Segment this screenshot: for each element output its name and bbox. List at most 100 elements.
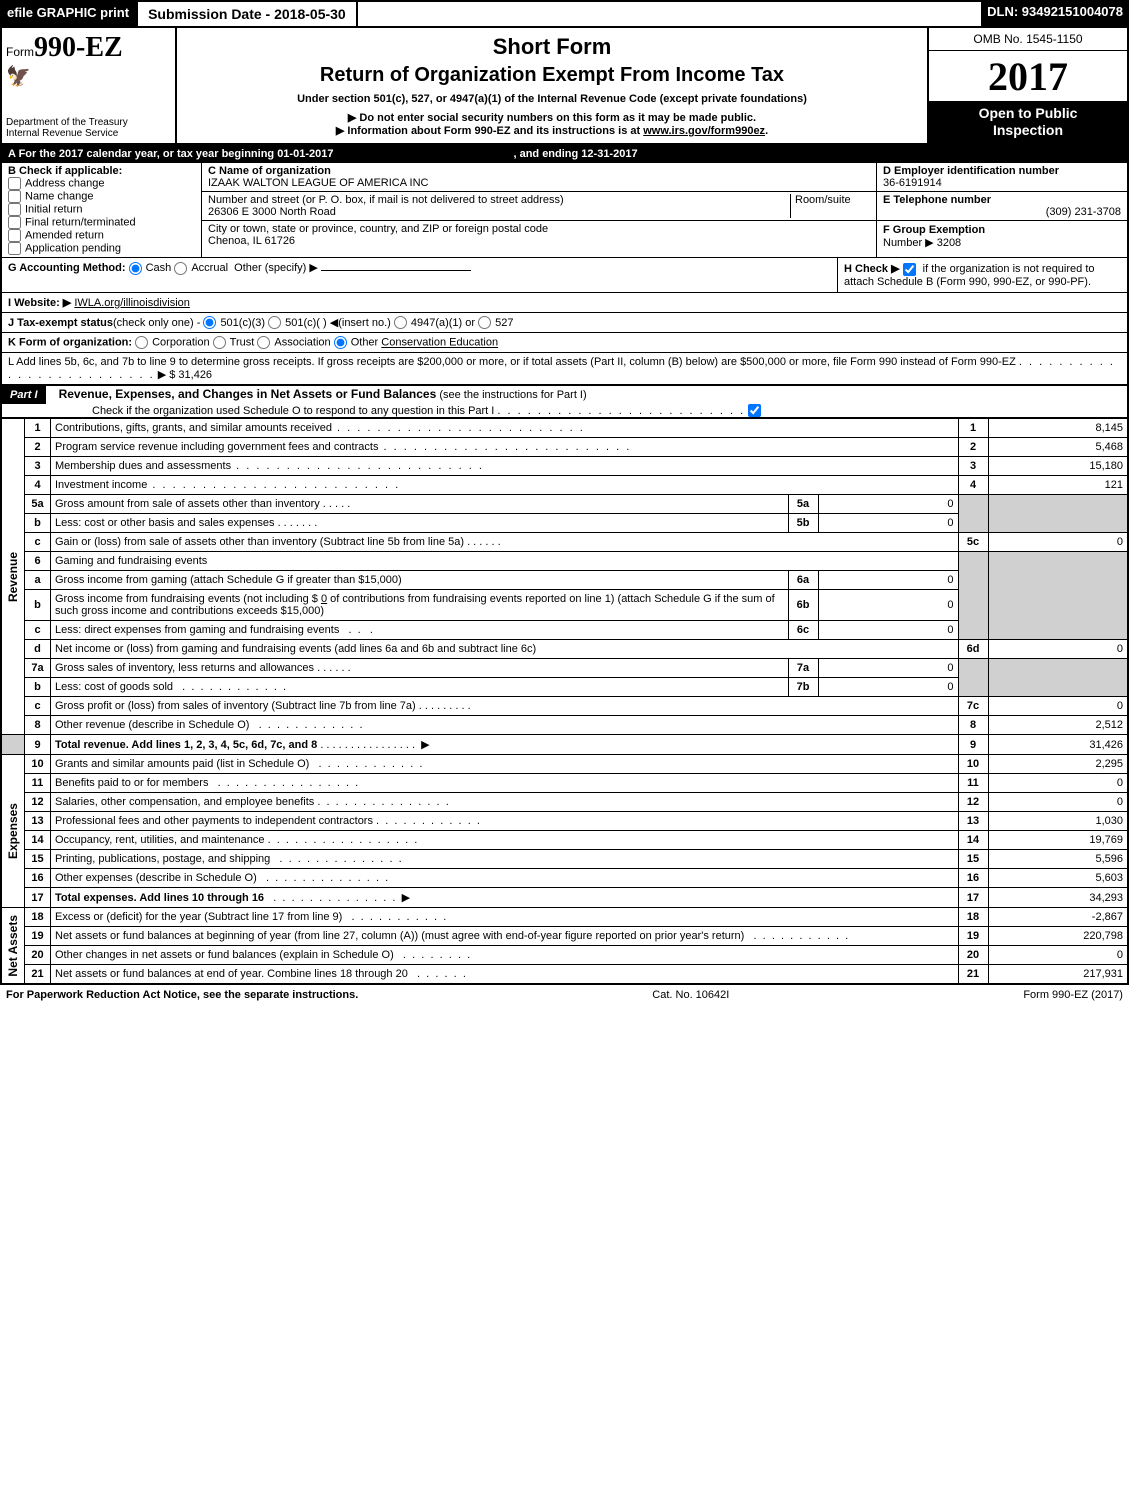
inspection-label: Inspection [933, 122, 1123, 139]
open-to-public: Open to Public Inspection [929, 101, 1127, 143]
line-13: 13 Professional fees and other payments … [1, 812, 1128, 831]
l10-ln: 10 [958, 755, 988, 774]
checkbox-amended-return[interactable] [8, 229, 21, 242]
radio-corporation[interactable] [135, 336, 148, 349]
line-11: 11 Benefits paid to or for members . . .… [1, 774, 1128, 793]
l6c-sl: 6c [788, 621, 818, 640]
line-16: 16 Other expenses (describe in Schedule … [1, 869, 1128, 888]
department-label: Department of the Treasury Internal Reve… [6, 117, 171, 139]
submission-date: Submission Date - 2018-05-30 [136, 0, 358, 28]
f-number-label: Number ▶ [883, 237, 934, 249]
radio-501c3[interactable] [203, 316, 216, 329]
l3-label: Membership dues and assessments [55, 460, 231, 472]
l1-val: 8,145 [988, 419, 1128, 438]
k-other: Other [351, 337, 379, 349]
section-j: J Tax-exempt status(check only one) - 50… [0, 313, 1129, 334]
l7c-val: 0 [988, 697, 1128, 716]
form-footer: Form 990-EZ (2017) [1023, 989, 1123, 1001]
l14-label: Occupancy, rent, utilities, and maintena… [55, 834, 265, 846]
checkbox-schedule-o[interactable] [748, 404, 761, 417]
section-d-e-f: D Employer identification number 36-6191… [877, 163, 1127, 257]
org-name: IZAAK WALTON LEAGUE OF AMERICA INC [208, 177, 870, 189]
f-label: F Group Exemption [883, 224, 985, 236]
financial-table: Revenue 1 Contributions, gifts, grants, … [0, 418, 1129, 984]
efile-print-button[interactable]: efile GRAPHIC print [0, 0, 136, 28]
l9-n: 9 [25, 735, 51, 755]
j-sub: (check only one) - [113, 317, 203, 329]
l3-val: 15,180 [988, 457, 1128, 476]
g-other-value[interactable] [321, 270, 471, 271]
side-net-assets: Net Assets [6, 915, 20, 977]
radio-trust[interactable] [213, 336, 226, 349]
l15-n: 15 [25, 850, 51, 869]
group-exemption: 3208 [937, 237, 961, 249]
section-b: B Check if applicable: Address change Na… [2, 163, 202, 257]
l6b-sl: 6b [788, 590, 818, 621]
line-18: Net Assets 18 Excess or (deficit) for th… [1, 908, 1128, 927]
k-corp: Corporation [152, 337, 209, 349]
org-street: 26306 E 3000 North Road [208, 206, 790, 218]
top-bar: efile GRAPHIC print Submission Date - 20… [0, 0, 1129, 28]
k-assoc: Association [274, 337, 330, 349]
l16-n: 16 [25, 869, 51, 888]
l21-ln: 21 [958, 965, 988, 984]
line-5c: c Gain or (loss) from sale of assets oth… [1, 533, 1128, 552]
l4-ln: 4 [958, 476, 988, 495]
l5a-sl: 5a [788, 495, 818, 514]
line-7c: c Gross profit or (loss) from sales of i… [1, 697, 1128, 716]
l5a-label: Gross amount from sale of assets other t… [55, 498, 320, 510]
l6c-label: Less: direct expenses from gaming and fu… [55, 624, 339, 636]
j-4947: 4947(a)(1) or [411, 317, 475, 329]
radio-cash[interactable] [129, 262, 142, 275]
j-501c3: 501(c)(3) [220, 317, 265, 329]
line-7a: 7a Gross sales of inventory, less return… [1, 659, 1128, 678]
l6c-n: c [25, 621, 51, 640]
org-info-block: B Check if applicable: Address change Na… [0, 163, 1129, 258]
radio-other[interactable] [334, 336, 347, 349]
l1-ln: 1 [958, 419, 988, 438]
g-cash: Cash [146, 262, 172, 274]
omb-number: OMB No. 1545-1150 [929, 28, 1127, 51]
l6b-sv: 0 [818, 590, 958, 621]
radio-4947[interactable] [394, 316, 407, 329]
l12-val: 0 [988, 793, 1128, 812]
l6a-sl: 6a [788, 571, 818, 590]
radio-527[interactable] [478, 316, 491, 329]
form-number-big: 990-EZ [34, 32, 123, 63]
l6a-sv: 0 [818, 571, 958, 590]
irs-link[interactable]: www.irs.gov/form990ez [643, 125, 765, 137]
checkbox-application-pending[interactable] [8, 242, 21, 255]
l7c-label: Gross profit or (loss) from sales of inv… [55, 700, 416, 712]
l4-n: 4 [25, 476, 51, 495]
dept-treasury: Department of the Treasury [6, 117, 171, 128]
l5c-label: Gain or (loss) from sale of assets other… [55, 536, 464, 548]
tax-year: 2017 [929, 51, 1127, 101]
checkbox-address-change[interactable] [8, 177, 21, 190]
radio-association[interactable] [257, 336, 270, 349]
k-other-value: Conservation Education [381, 337, 498, 349]
l8-val: 2,512 [988, 716, 1128, 735]
c-street-label: Number and street (or P. O. box, if mail… [208, 194, 790, 206]
section-a: A For the 2017 calendar year, or tax yea… [0, 145, 1129, 163]
l8-label: Other revenue (describe in Schedule O) [55, 719, 249, 731]
open-label: Open to Public [933, 105, 1123, 122]
l6d-n: d [25, 640, 51, 659]
l2-label: Program service revenue including govern… [55, 441, 378, 453]
l8-ln: 8 [958, 716, 988, 735]
checkbox-initial-return[interactable] [8, 203, 21, 216]
radio-501c[interactable] [268, 316, 281, 329]
radio-accrual[interactable] [174, 262, 187, 275]
k-label: K Form of organization: [8, 337, 132, 349]
g-label: G Accounting Method: [8, 262, 126, 274]
c-name-label: C Name of organization [208, 165, 870, 177]
checkbox-final-return[interactable] [8, 216, 21, 229]
l14-n: 14 [25, 831, 51, 850]
checkbox-h[interactable] [903, 263, 916, 276]
l7a-n: 7a [25, 659, 51, 678]
l15-val: 5,596 [988, 850, 1128, 869]
line-15: 15 Printing, publications, postage, and … [1, 850, 1128, 869]
l10-label: Grants and similar amounts paid (list in… [55, 758, 309, 770]
website-value[interactable]: IWLA.org/illinoisdivision [74, 297, 190, 309]
l3-ln: 3 [958, 457, 988, 476]
checkbox-name-change[interactable] [8, 190, 21, 203]
